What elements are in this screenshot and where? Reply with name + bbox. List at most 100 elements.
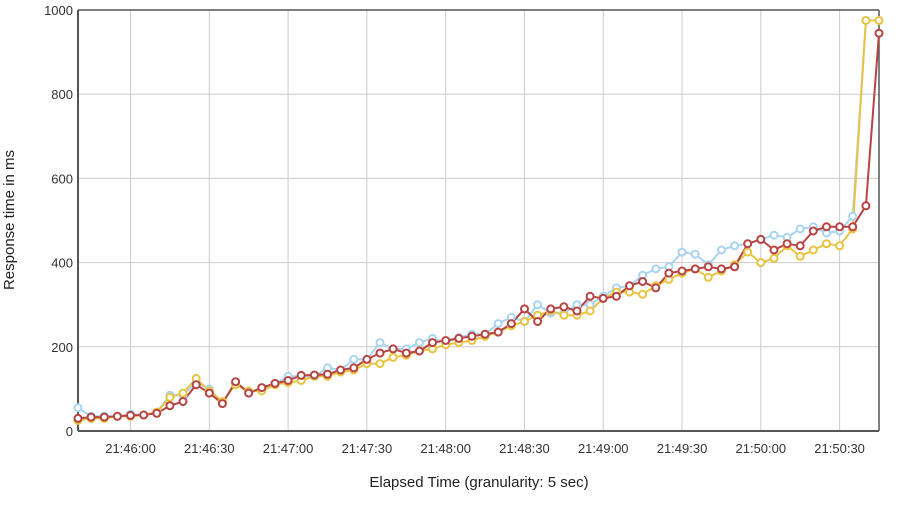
series-1-point (848, 211, 858, 221)
series-2-point (795, 251, 805, 261)
series-3-point (874, 28, 884, 38)
series-2-line (77, 19, 879, 422)
series-3-point (585, 291, 595, 301)
series-2-point (861, 16, 871, 25)
tick-labels: 0 200 400 600 800 1000 21:46:00 21:46:30 21:47:0… (44, 3, 865, 456)
series-3-point (139, 410, 149, 420)
series-1-line (77, 19, 879, 418)
series-3-point (178, 397, 188, 406)
series-2-point (756, 258, 766, 268)
series-1-point (533, 300, 543, 310)
x-tick-label: 21:49:00 (578, 441, 629, 456)
series-2-point (585, 306, 595, 316)
x-tick-label: 21:49:30 (657, 441, 708, 456)
series-markers (73, 16, 884, 425)
series-1-point (375, 338, 385, 348)
series-2-point (769, 253, 779, 263)
series-3-point (257, 383, 267, 393)
series-3-point (336, 365, 346, 375)
series-3-point (795, 241, 805, 251)
series-3-point (493, 327, 503, 337)
series-1-point (349, 354, 359, 364)
series-2-point (874, 16, 884, 25)
x-tick-label: 21:47:00 (263, 441, 314, 456)
series-3-point (73, 413, 83, 423)
series-2-point (835, 241, 845, 251)
series-1-point (769, 230, 779, 240)
series-3-point (323, 369, 332, 379)
series-3-point (730, 262, 740, 272)
series-3-point (848, 222, 858, 232)
series-3-point (231, 377, 241, 387)
series-3-point (598, 293, 608, 303)
series-2-point (178, 388, 188, 398)
y-axis-label: Response time in ms (1, 150, 18, 290)
series-1-point (730, 241, 740, 251)
series-3-point (703, 262, 713, 272)
axes (77, 9, 880, 432)
series-1-point (73, 403, 83, 413)
x-tick-label: 21:46:30 (184, 441, 235, 456)
series-2-point (520, 317, 529, 326)
series-3-point (690, 264, 700, 274)
series-3-point (480, 329, 490, 339)
series-3-point (559, 302, 569, 312)
x-tick-label: 21:46:00 (105, 441, 156, 456)
series-2-point (375, 359, 385, 369)
series-3-point (651, 283, 661, 293)
series-3-point (467, 331, 477, 341)
series-3-point (716, 264, 726, 274)
series-3-point (375, 348, 385, 358)
series-3-point (533, 317, 543, 326)
y-tick-label: 200 (51, 340, 73, 355)
series-2-point (822, 239, 831, 249)
series-2-point (388, 352, 398, 362)
series-2-point (638, 289, 648, 299)
series-1-point (716, 245, 726, 255)
y-tick-label: 0 (66, 424, 73, 439)
series-3-point (86, 412, 96, 422)
series-3-point (270, 378, 280, 388)
series-2-point (165, 392, 175, 402)
series-3-point (743, 239, 753, 249)
y-tick-label: 1000 (44, 3, 73, 18)
series-3-point (572, 306, 582, 316)
series-3-point (401, 348, 411, 358)
series-3-point (625, 281, 634, 291)
grid-lines (78, 10, 879, 431)
series-3-point (191, 380, 201, 390)
series-3-point (861, 201, 871, 211)
series-3-point (441, 336, 451, 345)
series-2-point (743, 247, 753, 257)
series-3-point (638, 277, 648, 286)
series-1-point (414, 338, 424, 348)
y-tick-label: 800 (51, 87, 73, 102)
series-3-point (677, 266, 687, 276)
series-1-point (493, 319, 503, 329)
series-1-point (651, 264, 661, 274)
y-tick-label: 600 (51, 171, 73, 186)
series-3-point (112, 411, 122, 421)
series-3-point (756, 234, 766, 244)
y-tick-label: 400 (51, 256, 73, 271)
series-3-point (204, 388, 214, 398)
x-axis-label: Elapsed Time (granularity: 5 sec) (369, 474, 588, 491)
series-3-point (782, 239, 792, 249)
series-3-point (454, 333, 464, 343)
x-tick-label: 21:50:00 (736, 441, 787, 456)
series-3-point (165, 401, 175, 411)
series-3-point (769, 245, 779, 255)
series-3-point (822, 222, 831, 232)
series-3-point (296, 370, 306, 380)
series-3-point (126, 410, 135, 420)
series-3-point (362, 354, 372, 364)
series-1-point (690, 249, 700, 259)
series-1-point (677, 247, 687, 257)
series-3-point (835, 222, 845, 232)
series-3-point (217, 399, 227, 409)
series-1-point (795, 224, 805, 234)
series-3-point (546, 304, 556, 314)
series-3-point (611, 291, 621, 301)
